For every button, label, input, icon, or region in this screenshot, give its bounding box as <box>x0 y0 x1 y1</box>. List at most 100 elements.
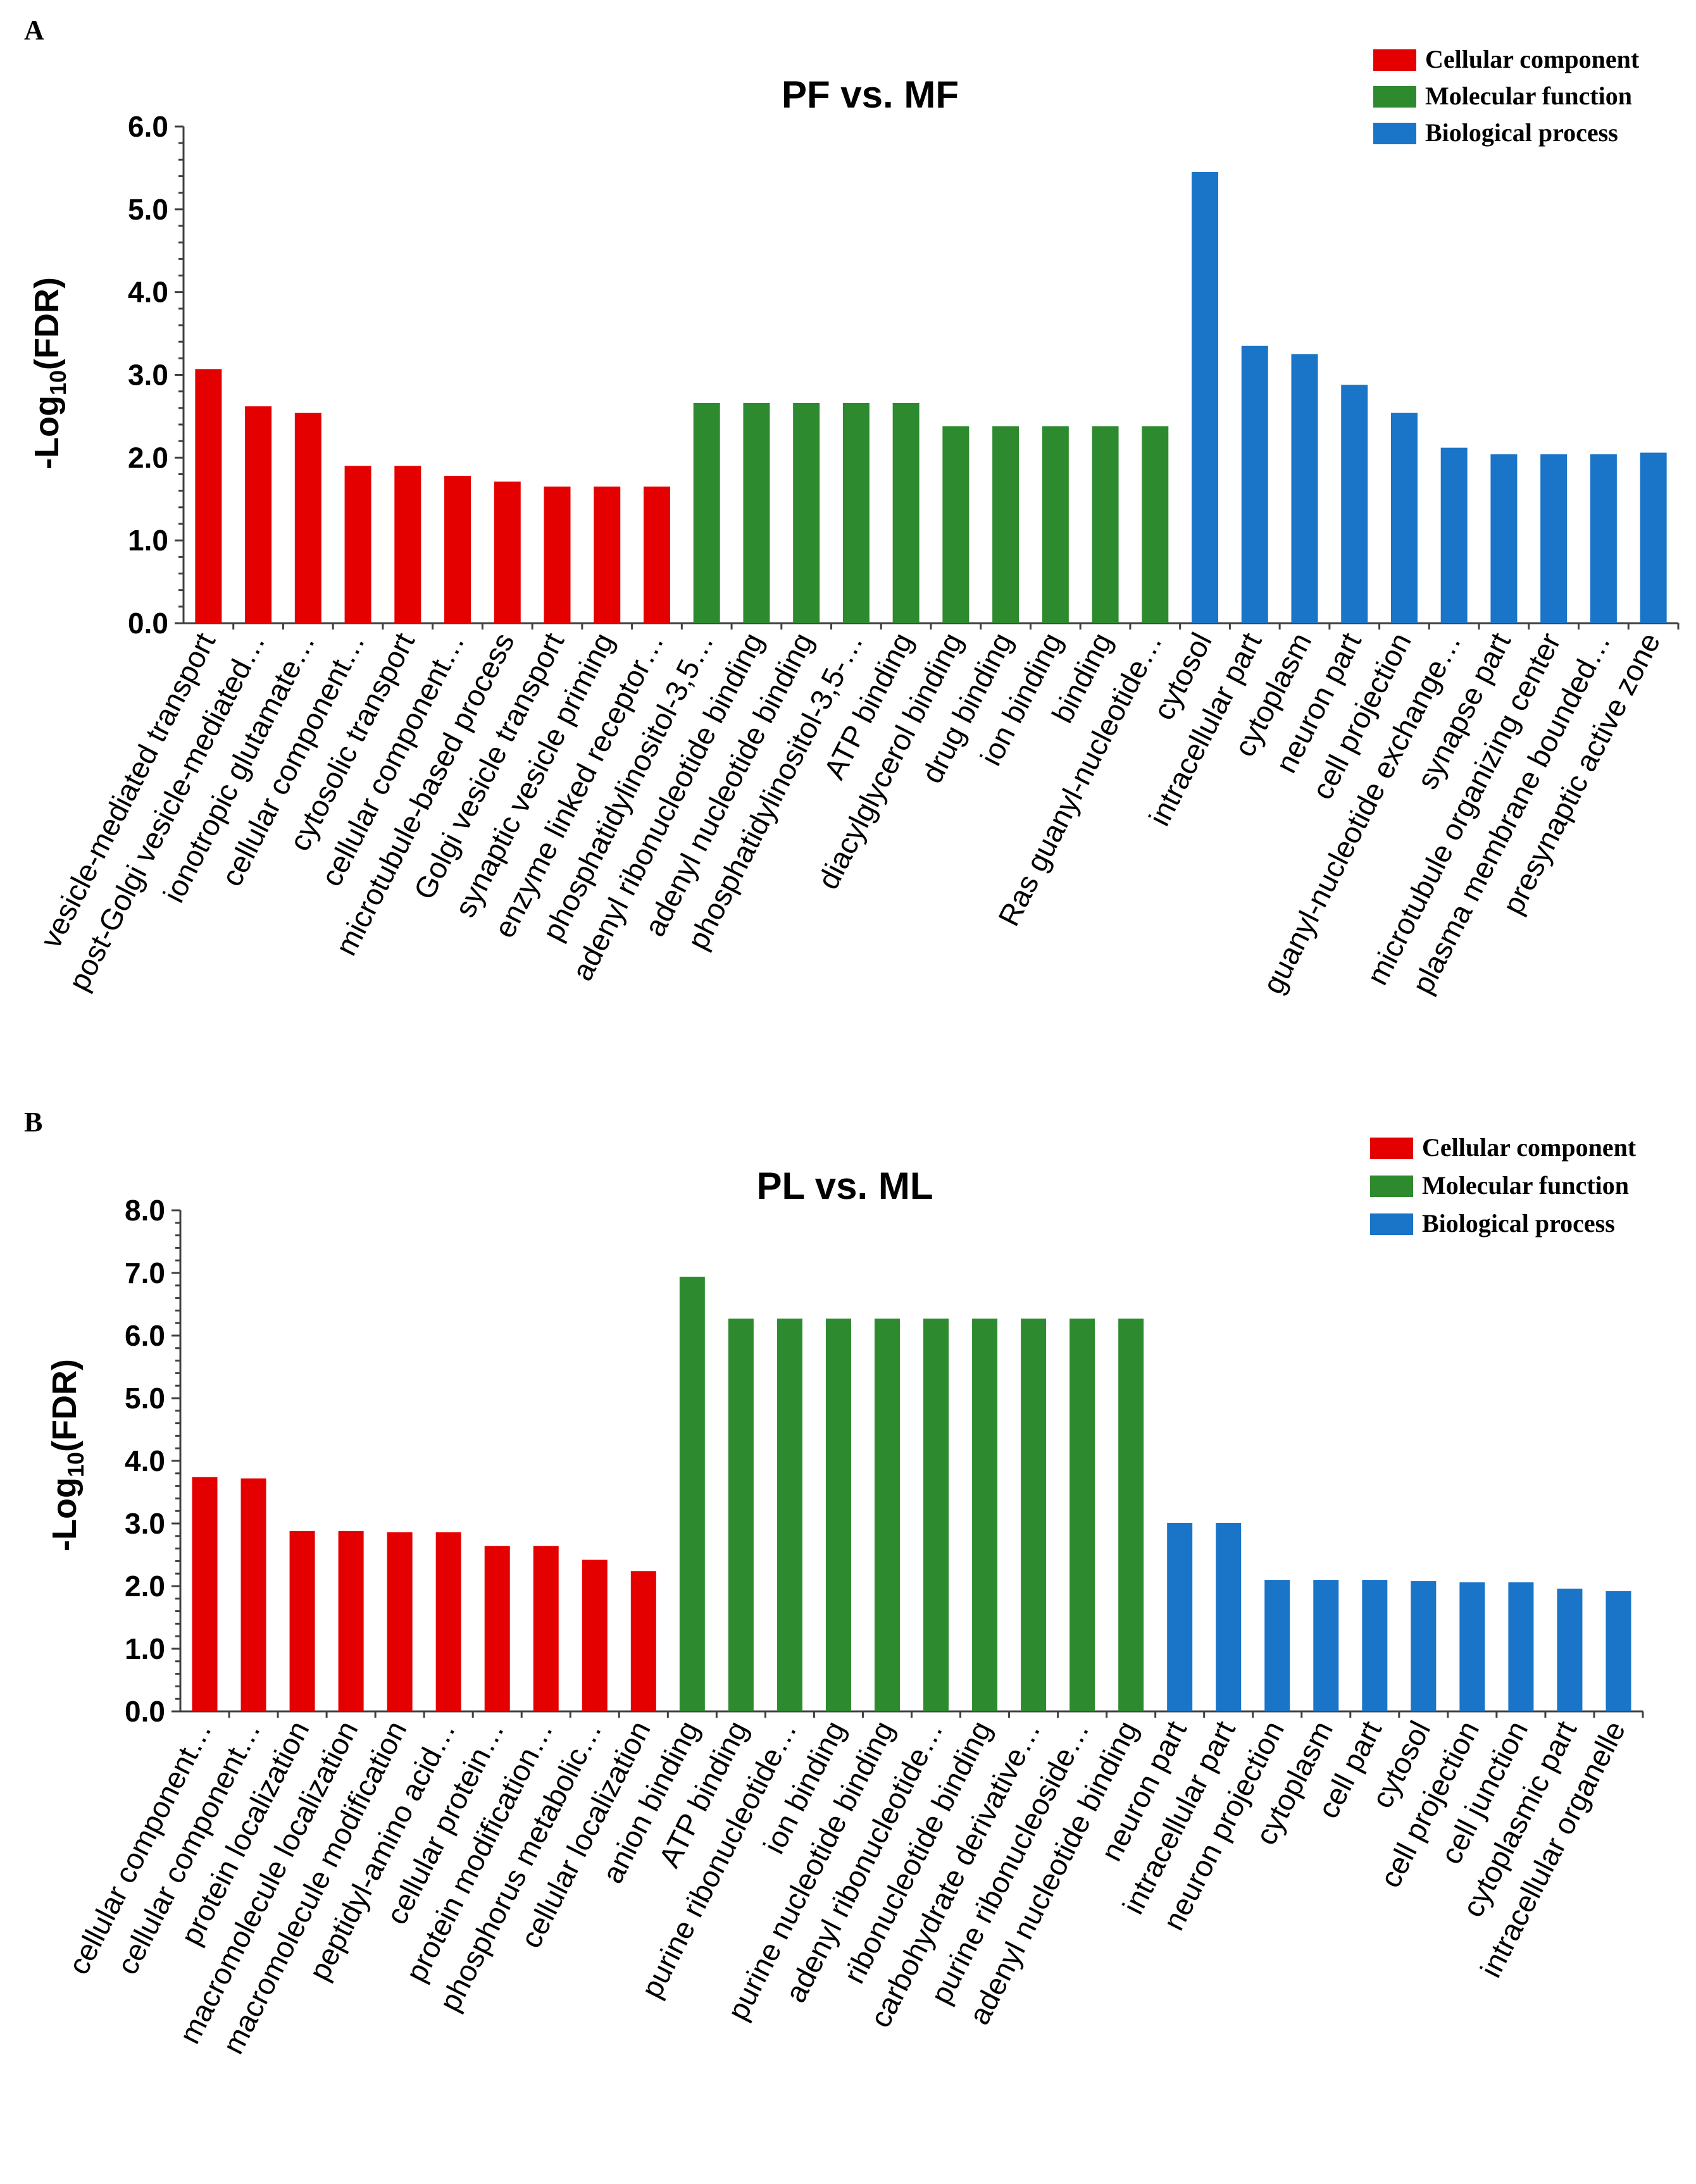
bar-molecular-function <box>942 426 970 623</box>
legend-swatch-cellular-component <box>1370 1138 1413 1159</box>
bar-cellular-component <box>643 487 670 623</box>
y-tick-label: 6.0 <box>125 1319 165 1352</box>
legend-swatch-molecular-function <box>1373 86 1416 108</box>
bar-biological-process <box>1291 354 1318 623</box>
bar-cellular-component <box>338 1530 364 1711</box>
panel-b: B PL vs. ML -Log10(FDR) 0.0 1.0 2.0 3.0 4.0 5… <box>24 1107 1644 2059</box>
legend-label: Cellular component <box>1425 45 1640 73</box>
bar-cellular-component <box>289 1530 315 1711</box>
y-tick-label: 7.0 <box>125 1256 165 1289</box>
bar-molecular-function <box>992 426 1019 623</box>
y-tick-label: 2.0 <box>125 1570 165 1603</box>
bar-cellular-component <box>630 1571 656 1711</box>
bar-biological-process <box>1490 454 1518 623</box>
bar-cellular-component <box>192 1477 218 1711</box>
bar-biological-process <box>1241 345 1268 623</box>
bar-biological-process <box>1192 171 1219 623</box>
bar-molecular-function <box>1069 1318 1095 1711</box>
bar-molecular-function <box>679 1276 705 1711</box>
legend-label: Biological process <box>1425 118 1618 147</box>
bar-cellular-component <box>344 466 371 623</box>
y-tick-label: 8.0 <box>125 1194 165 1227</box>
bar-biological-process <box>1167 1523 1193 1711</box>
chart-title-b: PL vs. ML <box>757 1165 933 1207</box>
bar-biological-process <box>1341 385 1368 623</box>
y-tick-label: 4.0 <box>128 276 168 309</box>
bar-cellular-component <box>387 1532 413 1711</box>
bar-molecular-function <box>1092 426 1119 623</box>
panel-a: A PF vs. MF -Log10(FDR) 0.0 1.0 2.0 3.0 4.0 5… <box>24 15 1680 999</box>
y-tick-label: 1.0 <box>128 524 168 557</box>
chart-title-a: PF vs. MF <box>782 73 959 116</box>
bar-molecular-function <box>743 402 770 623</box>
bar-cellular-component <box>394 466 421 623</box>
bar-molecular-function <box>1118 1318 1144 1711</box>
bar-biological-process <box>1640 452 1667 623</box>
bar-molecular-function <box>1142 426 1169 623</box>
bar-biological-process <box>1390 413 1418 623</box>
bar-biological-process <box>1440 447 1468 623</box>
legend-label: Molecular function <box>1425 82 1632 110</box>
bar-cellular-component <box>435 1532 461 1711</box>
bar-molecular-function <box>776 1318 802 1711</box>
bar-cellular-component <box>444 476 471 623</box>
bar-biological-process <box>1362 1580 1388 1711</box>
bar-cellular-component <box>533 1546 559 1711</box>
y-tick-label: 5.0 <box>128 193 168 226</box>
y-tick-label: 0.0 <box>125 1695 165 1728</box>
bar-cellular-component <box>195 369 222 623</box>
bar-biological-process <box>1606 1591 1631 1711</box>
bar-cellular-component <box>582 1560 608 1711</box>
bar-molecular-function <box>923 1318 949 1711</box>
y-tick-label: 3.0 <box>125 1507 165 1540</box>
bar-molecular-function <box>1021 1318 1047 1711</box>
legend-swatch-biological-process <box>1370 1213 1413 1235</box>
legend-label: Biological process <box>1422 1209 1615 1238</box>
bar-cellular-component <box>594 487 621 623</box>
bar-biological-process <box>1508 1582 1534 1711</box>
bar-biological-process <box>1540 454 1568 623</box>
bar-cellular-component <box>484 1546 510 1711</box>
bar-cellular-component <box>240 1478 266 1711</box>
bar-molecular-function <box>972 1318 998 1711</box>
bar-molecular-function <box>825 1318 851 1711</box>
panel-letter-b: B <box>24 1107 42 1138</box>
bar-molecular-function <box>1042 426 1069 623</box>
bar-biological-process <box>1590 454 1617 623</box>
bar-cellular-component <box>494 481 521 623</box>
legend-a: Cellular component Molecular function Biol… <box>1373 45 1640 147</box>
legend-swatch-cellular-component <box>1373 49 1416 71</box>
y-tick-label: 1.0 <box>125 1632 165 1665</box>
bar-cellular-component <box>294 413 321 623</box>
bar-molecular-function <box>728 1318 754 1711</box>
bar-biological-process <box>1411 1581 1437 1711</box>
bar-cellular-component <box>245 406 272 623</box>
y-tick-label: 0.0 <box>128 607 168 640</box>
bar-cellular-component <box>544 487 571 623</box>
bar-biological-process <box>1216 1523 1242 1711</box>
bar-biological-process <box>1313 1580 1339 1711</box>
y-tick-label: 5.0 <box>125 1382 165 1415</box>
bar-biological-process <box>1264 1580 1290 1711</box>
bar-biological-process <box>1557 1588 1583 1711</box>
y-tick-label: 3.0 <box>128 359 168 392</box>
legend-b: Cellular component Molecular function Biol… <box>1370 1133 1637 1238</box>
y-tick-label: 2.0 <box>128 441 168 474</box>
bar-molecular-function <box>842 402 870 623</box>
bar-molecular-function <box>892 402 920 623</box>
legend-label: Cellular component <box>1422 1133 1637 1162</box>
y-tick-label: 6.0 <box>128 110 168 143</box>
y-axis-label-a: -Log10(FDR) <box>28 277 71 469</box>
panel-letter-a: A <box>24 15 44 46</box>
legend-swatch-biological-process <box>1373 123 1416 144</box>
y-tick-label: 4.0 <box>125 1444 165 1477</box>
bar-molecular-function <box>874 1318 900 1711</box>
legend-swatch-molecular-function <box>1370 1176 1413 1197</box>
bar-biological-process <box>1459 1582 1485 1711</box>
y-axis-label-b: -Log10(FDR) <box>46 1359 89 1551</box>
bar-molecular-function <box>693 402 720 623</box>
bar-molecular-function <box>793 402 820 623</box>
